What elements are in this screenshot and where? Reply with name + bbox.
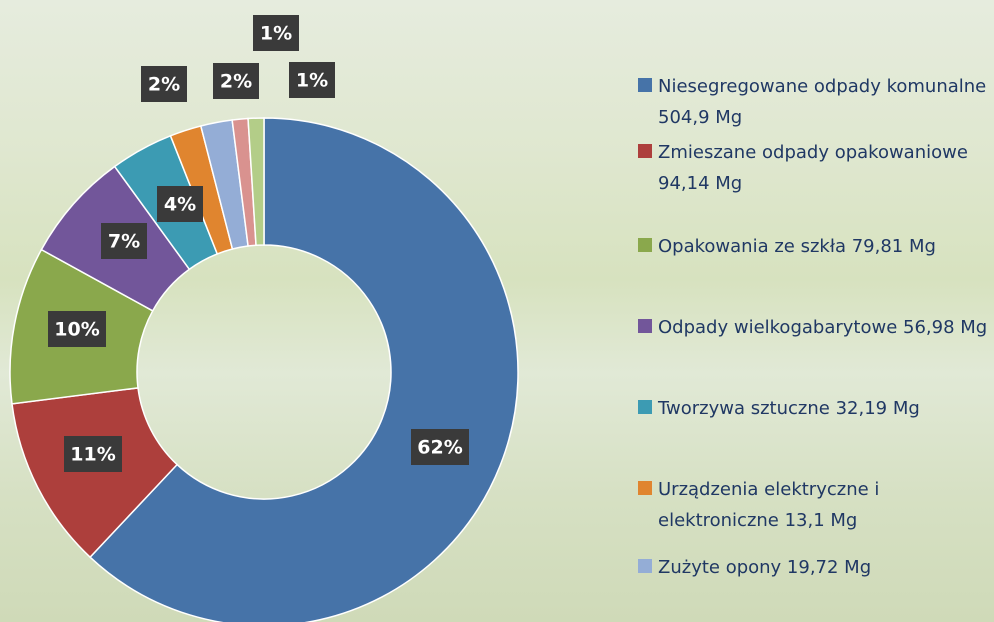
data-label-text: 1% (296, 70, 328, 92)
legend-item: Niesegregowane odpady komunalne 504,9 Mg (638, 71, 990, 133)
data-label: 2% (141, 66, 187, 102)
legend-label: Tworzywa sztuczne 32,19 Mg (658, 398, 920, 419)
legend-swatch (638, 238, 652, 252)
legend-label: Zużyte opony 19,72 Mg (658, 557, 872, 578)
legend-swatch (638, 481, 652, 495)
data-label-text: 4% (164, 194, 196, 216)
data-label-text: 11% (70, 444, 115, 466)
data-label-box (48, 311, 106, 347)
data-label-text: 1% (260, 23, 292, 45)
data-label-box (411, 429, 469, 465)
legend-item: Odpady wielkogabarytowe 56,98 Mg (638, 312, 990, 343)
data-label-box (289, 62, 335, 98)
data-label: 1% (289, 62, 335, 98)
data-label-box (101, 223, 147, 259)
data-label-box (253, 15, 299, 51)
data-label-text: 2% (148, 74, 180, 96)
data-label-text: 10% (54, 319, 99, 341)
data-label-box (141, 66, 187, 102)
legend-item: Zmieszane odpady opakowaniowe 94,14 Mg (638, 137, 990, 199)
data-label: 1% (253, 15, 299, 51)
data-label-box (213, 63, 259, 99)
data-label-text: 62% (417, 437, 462, 459)
legend-label: Urządzenia elektryczne i elektroniczne 1… (658, 479, 880, 531)
data-label-text: 7% (108, 231, 140, 253)
slice (89, 117, 519, 622)
legend-swatch (638, 559, 652, 573)
slice (247, 117, 265, 247)
data-label: 10% (48, 311, 106, 347)
legend-label: Zmieszane odpady opakowaniowe 94,14 Mg (658, 142, 968, 194)
data-label-box (157, 186, 203, 222)
legend-swatch (638, 400, 652, 414)
data-label: 62% (411, 429, 469, 465)
legend-swatch (638, 319, 652, 333)
data-label-text: 2% (220, 71, 252, 93)
data-label: 2% (213, 63, 259, 99)
data-label: 11% (64, 436, 122, 472)
data-label-box (64, 436, 122, 472)
data-label: 7% (101, 223, 147, 259)
legend-item: Tworzywa sztuczne 32,19 Mg (638, 393, 990, 424)
legend-label: Opakowania ze szkła 79,81 Mg (658, 236, 936, 257)
legend-label: Odpady wielkogabarytowe 56,98 Mg (658, 317, 988, 338)
legend-swatch (638, 78, 652, 92)
legend-swatch (638, 144, 652, 158)
data-label: 4% (157, 186, 203, 222)
legend-label: Niesegregowane odpady komunalne 504,9 Mg (658, 76, 987, 128)
legend-item: Opakowania ze szkła 79,81 Mg (638, 231, 990, 262)
legend-item: Zużyte opony 19,72 Mg (638, 552, 990, 583)
legend-item: Urządzenia elektryczne i elektroniczne 1… (638, 474, 990, 536)
